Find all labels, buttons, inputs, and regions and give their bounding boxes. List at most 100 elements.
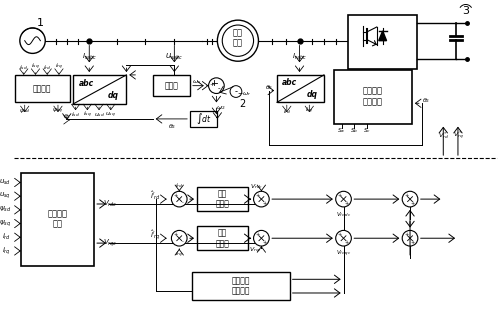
Bar bbox=[277, 75, 324, 102]
Text: $i_{sq}$: $i_{sq}$ bbox=[31, 62, 40, 72]
Text: $i_{rd}$: $i_{rd}$ bbox=[43, 63, 52, 71]
Text: $i_{rd}$: $i_{rd}$ bbox=[282, 107, 291, 115]
Text: $u_{sd}$: $u_{sd}$ bbox=[0, 178, 11, 187]
Circle shape bbox=[208, 78, 224, 93]
Circle shape bbox=[172, 230, 187, 246]
Text: +: + bbox=[404, 232, 408, 237]
Bar bbox=[15, 75, 70, 102]
Bar bbox=[197, 187, 248, 211]
Text: $i_{rq}$: $i_{rq}$ bbox=[2, 245, 11, 257]
Text: $u_{sq}$: $u_{sq}$ bbox=[0, 191, 11, 201]
Circle shape bbox=[402, 191, 418, 207]
Circle shape bbox=[222, 25, 254, 56]
Bar bbox=[190, 111, 218, 127]
Bar bbox=[334, 70, 412, 124]
Text: $V_{rqc}$: $V_{rqc}$ bbox=[102, 237, 117, 249]
Text: $V_{rdc}$: $V_{rdc}$ bbox=[250, 182, 263, 191]
Text: +: + bbox=[256, 193, 260, 198]
Text: $i_{rq}$: $i_{rq}$ bbox=[175, 250, 184, 260]
Text: $\theta_2$: $\theta_2$ bbox=[265, 83, 274, 92]
Text: +: + bbox=[262, 201, 266, 205]
Circle shape bbox=[218, 20, 258, 61]
Text: 锁相环: 锁相环 bbox=[164, 81, 178, 90]
Text: $u_{sq}$: $u_{sq}$ bbox=[106, 110, 116, 120]
Text: 前馈补偶
单元: 前馈补偶 单元 bbox=[48, 210, 68, 229]
Text: -: - bbox=[182, 240, 183, 245]
Text: +: + bbox=[344, 240, 348, 245]
Text: $\psi_{sq}$: $\psi_{sq}$ bbox=[52, 107, 64, 116]
Text: $i_{rq}$: $i_{rq}$ bbox=[305, 106, 314, 116]
Text: +: + bbox=[411, 201, 415, 205]
Polygon shape bbox=[378, 31, 386, 41]
Text: $\psi_{sd}$: $\psi_{sd}$ bbox=[0, 205, 11, 214]
Circle shape bbox=[20, 28, 46, 53]
Circle shape bbox=[172, 191, 187, 207]
Text: 双馈
电机: 双馈 电机 bbox=[233, 28, 243, 48]
Text: +: + bbox=[209, 82, 214, 87]
Circle shape bbox=[254, 191, 269, 207]
Text: $i_{sd}$: $i_{sd}$ bbox=[71, 111, 80, 119]
Text: abc: abc bbox=[79, 79, 94, 88]
Text: +: + bbox=[174, 193, 178, 198]
Text: $\theta_2$: $\theta_2$ bbox=[62, 113, 71, 122]
Bar bbox=[21, 173, 94, 266]
Bar bbox=[153, 75, 190, 96]
Text: +: + bbox=[404, 193, 408, 198]
Text: 3: 3 bbox=[462, 6, 469, 16]
Bar bbox=[197, 226, 248, 250]
Text: $\psi_{sq}$: $\psi_{sq}$ bbox=[0, 218, 11, 229]
Text: $V_{rdc}$: $V_{rdc}$ bbox=[102, 199, 117, 209]
Text: -: - bbox=[218, 85, 220, 92]
Text: $i_{sq}$: $i_{sq}$ bbox=[83, 110, 92, 120]
Text: +: + bbox=[174, 232, 178, 237]
Text: -: - bbox=[182, 201, 183, 205]
Text: $i_{sd}$: $i_{sd}$ bbox=[20, 63, 28, 71]
Text: 电流指令
前馈单元: 电流指令 前馈单元 bbox=[232, 277, 250, 296]
Text: 2: 2 bbox=[240, 99, 246, 109]
Text: 1: 1 bbox=[37, 18, 44, 28]
Text: $i_{rd}$: $i_{rd}$ bbox=[175, 181, 184, 190]
Text: dq: dq bbox=[107, 91, 118, 100]
Circle shape bbox=[336, 191, 351, 207]
Text: $i_{rd}$: $i_{rd}$ bbox=[2, 232, 11, 242]
Text: $u_{sd}$: $u_{sd}$ bbox=[94, 111, 104, 119]
Text: $\theta_2$: $\theta_2$ bbox=[168, 122, 176, 131]
Text: -: - bbox=[234, 87, 238, 96]
Text: +: + bbox=[338, 232, 342, 237]
Text: dq: dq bbox=[306, 90, 318, 99]
Text: $\theta_2$: $\theta_2$ bbox=[422, 96, 430, 105]
Text: 磁链观测: 磁链观测 bbox=[33, 84, 52, 93]
Text: +: + bbox=[411, 240, 415, 245]
Bar bbox=[72, 75, 126, 104]
Text: +: + bbox=[262, 240, 266, 245]
Text: $V_{rqc}$: $V_{rqc}$ bbox=[249, 246, 262, 256]
Text: $\int dt$: $\int dt$ bbox=[196, 111, 212, 126]
Text: +: + bbox=[344, 201, 348, 205]
Text: $V^*_{rd}$: $V^*_{rd}$ bbox=[438, 130, 448, 141]
Text: $U_{sabc}$: $U_{sabc}$ bbox=[165, 52, 184, 63]
Text: abc: abc bbox=[282, 78, 298, 87]
Circle shape bbox=[402, 230, 418, 246]
Text: $-\omega_r$: $-\omega_r$ bbox=[236, 91, 251, 99]
Text: $\omega_2$: $\omega_2$ bbox=[216, 104, 226, 112]
Bar bbox=[192, 272, 290, 300]
Text: 第一
控制器: 第一 控制器 bbox=[216, 189, 229, 209]
Text: 第二
控制器: 第二 控制器 bbox=[216, 228, 229, 248]
Text: $S_a$: $S_a$ bbox=[338, 126, 346, 135]
Circle shape bbox=[254, 230, 269, 246]
Circle shape bbox=[230, 86, 242, 97]
Text: $\hat{i}'_{rq}$: $\hat{i}'_{rq}$ bbox=[150, 228, 161, 242]
Text: $V_{fcrdc}$: $V_{fcrdc}$ bbox=[336, 210, 351, 219]
Text: $I_{sabc}$: $I_{sabc}$ bbox=[82, 52, 97, 63]
Text: +: + bbox=[338, 193, 342, 198]
Text: $V^*_{rq}$: $V^*_{rq}$ bbox=[452, 130, 464, 142]
Text: $V_{fcrqc}$: $V_{fcrqc}$ bbox=[336, 249, 351, 259]
Bar bbox=[348, 15, 417, 69]
Text: $i_{rq}$: $i_{rq}$ bbox=[55, 62, 63, 72]
Text: $\hat{i}'_{rd}$: $\hat{i}'_{rd}$ bbox=[150, 190, 161, 203]
Text: 空间矢量
脉宽调制: 空间矢量 脉宽调制 bbox=[363, 87, 383, 106]
Text: $S_b$: $S_b$ bbox=[350, 126, 358, 135]
Text: $\psi_{sd}$: $\psi_{sd}$ bbox=[19, 107, 30, 115]
Text: +: + bbox=[256, 232, 260, 237]
Text: $\omega_s$: $\omega_s$ bbox=[192, 78, 202, 86]
